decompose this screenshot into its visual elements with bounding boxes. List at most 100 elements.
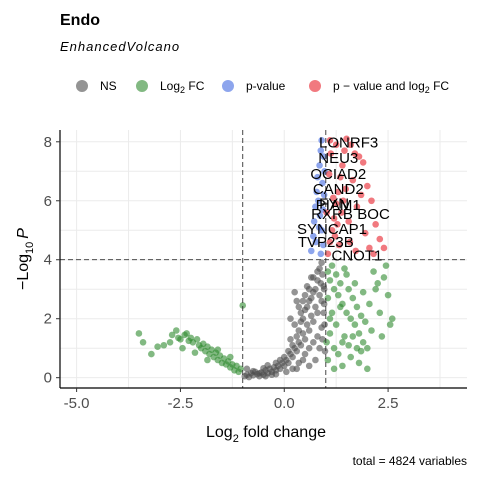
point-fc xyxy=(135,330,143,337)
point-NS xyxy=(293,365,301,373)
point-fc xyxy=(361,318,369,325)
gene-label: CNOT1 xyxy=(332,247,383,264)
point-both xyxy=(329,194,337,202)
legend-label-both: p − value and log2 FC xyxy=(333,79,449,95)
x-tick-label: -2.5 xyxy=(168,395,194,412)
point-NS xyxy=(295,303,303,311)
point-NS xyxy=(314,309,321,317)
gene-label: CAND2 xyxy=(313,181,364,198)
gene-label: NEU3 xyxy=(318,150,358,167)
point-fc xyxy=(357,347,365,355)
point-both xyxy=(338,209,345,216)
point-both xyxy=(328,226,336,234)
point-fc xyxy=(376,309,384,317)
point-fc xyxy=(347,353,355,361)
point-fc xyxy=(339,338,346,346)
gene-label: LONRF3 xyxy=(319,135,378,152)
legend-label-p: p-value xyxy=(246,79,286,93)
point-p xyxy=(316,212,324,219)
point-fc xyxy=(193,336,201,343)
legend: NS Log2 FC p-value p − value and log2 FC xyxy=(76,79,449,95)
point-p xyxy=(316,162,323,169)
point-both xyxy=(357,191,365,199)
point-NS xyxy=(318,259,325,266)
point-NS xyxy=(316,291,323,299)
point-NS xyxy=(289,353,296,361)
x-axis-title: Log2 fold change xyxy=(206,424,326,445)
point-p xyxy=(315,197,322,205)
point-NS xyxy=(321,321,328,328)
plot-subtitle: EnhancedVolcano xyxy=(60,39,180,54)
point-fc xyxy=(226,353,234,361)
legend-label-NS: NS xyxy=(100,79,117,93)
y-tick-label: 8 xyxy=(44,134,52,151)
point-both xyxy=(326,137,334,144)
point-NS xyxy=(301,350,309,358)
point-NS xyxy=(307,312,315,320)
point-NS xyxy=(272,370,280,378)
point-fc xyxy=(345,285,352,293)
point-fc xyxy=(239,302,247,309)
point-NS xyxy=(314,333,321,340)
point-p xyxy=(310,232,317,240)
y-tick-label: 6 xyxy=(44,193,52,210)
point-fc xyxy=(355,330,363,337)
point-NS xyxy=(299,297,307,305)
point-both xyxy=(345,218,352,225)
point-NS xyxy=(297,309,305,317)
point-fc xyxy=(323,338,330,346)
x-tick-label: 0.0 xyxy=(274,395,295,412)
point-both xyxy=(366,244,373,252)
point-both xyxy=(372,221,379,228)
point-fc xyxy=(370,268,377,275)
point-NS xyxy=(262,372,269,380)
point-NS xyxy=(293,297,301,305)
point-fc xyxy=(334,291,342,299)
point-fc xyxy=(364,365,371,373)
gene-label: PIAM1 xyxy=(316,197,361,214)
point-p xyxy=(318,137,325,144)
point-NS xyxy=(295,359,303,367)
x-tick-label: -5.0 xyxy=(64,395,90,412)
point-fc xyxy=(166,338,174,346)
point-fc xyxy=(384,291,392,299)
point-NS xyxy=(289,341,296,349)
gridlines xyxy=(60,130,467,388)
point-p xyxy=(317,250,325,258)
x-tick-label: 2.5 xyxy=(378,395,399,412)
point-fc xyxy=(326,330,334,337)
point-NS xyxy=(320,300,328,308)
point-both xyxy=(347,141,355,149)
point-NS xyxy=(312,356,319,364)
point-NS xyxy=(299,315,307,323)
point-both xyxy=(332,200,340,208)
point-fc xyxy=(366,300,373,308)
point-p xyxy=(319,179,326,187)
point-both xyxy=(349,176,357,184)
point-fc xyxy=(386,321,394,328)
point-NS xyxy=(320,285,328,293)
point-NS xyxy=(312,285,319,293)
point-fc xyxy=(168,331,176,339)
point-fc xyxy=(326,315,334,323)
point-fc xyxy=(349,294,357,302)
point-fc xyxy=(177,336,184,343)
point-both xyxy=(330,215,338,222)
point-NS xyxy=(316,344,323,352)
point-fc xyxy=(347,315,355,323)
y-tick-label: 2 xyxy=(44,311,52,328)
point-fc xyxy=(382,262,390,269)
point-p xyxy=(307,247,315,255)
y-tick-label: 0 xyxy=(44,370,52,387)
point-fc xyxy=(359,338,367,346)
point-fc xyxy=(380,274,388,281)
point-fc xyxy=(154,343,161,351)
point-fc xyxy=(332,321,340,328)
point-both xyxy=(359,159,367,166)
point-NS xyxy=(307,274,315,281)
point-NS xyxy=(295,327,303,334)
point-fc xyxy=(364,344,371,352)
cutoff-lines xyxy=(60,130,467,388)
point-fc xyxy=(339,362,346,370)
point-both xyxy=(334,221,341,228)
